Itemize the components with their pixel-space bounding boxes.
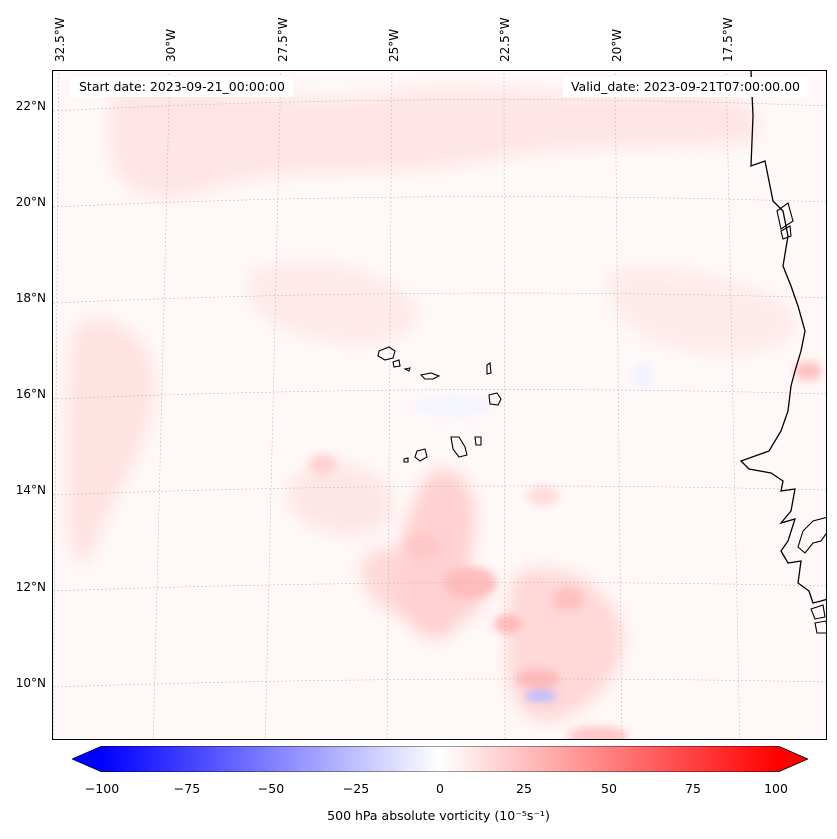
positive-vorticity-band	[248, 262, 418, 344]
lat-label-16n: 16°N	[15, 387, 46, 401]
colorbar-label: 500 hPa absolute vorticity (10⁻⁵s⁻¹)	[327, 808, 550, 823]
island-sao-nicolau	[419, 372, 441, 380]
lon-label-17.5w: 17.5°W	[721, 17, 735, 62]
positive-vorticity-band	[66, 319, 155, 563]
lat-label-14n: 14°N	[15, 483, 46, 497]
start-date-label: Start date: 2023-09-21_00:00:00	[71, 77, 293, 97]
african-coastline	[797, 516, 826, 554]
vorticity-map	[53, 71, 826, 739]
lon-label-32.5w: 32.5°W	[53, 17, 67, 62]
positive-vorticity-band	[360, 549, 485, 625]
positive-vorticity-band	[608, 268, 797, 354]
colorbar-gradient	[102, 746, 778, 772]
lon-label-27.5w: 27.5°W	[276, 17, 290, 62]
colorbar-tick: 0	[436, 781, 444, 796]
african-coastline	[776, 202, 794, 240]
island-santo-antao	[377, 346, 396, 361]
valid-date-label: Valid_date: 2023-09-21T07:00:00.00	[562, 77, 808, 97]
lon-label-25w: 25°W	[387, 28, 401, 62]
lon-label-30w: 30°W	[164, 28, 178, 62]
lat-label-12n: 12°N	[15, 580, 46, 594]
island-santiago	[450, 436, 468, 458]
colorbar-tick: 100	[764, 781, 788, 796]
vorticity-cores	[309, 361, 822, 739]
island-fogo	[414, 448, 428, 462]
lon-label-22.5w: 22.5°W	[498, 17, 512, 62]
vorticity-shading	[66, 88, 797, 722]
colorbar-tick: −75	[173, 781, 201, 796]
colorbar-tick: −25	[342, 781, 370, 796]
colorbar-tick: −50	[257, 781, 285, 796]
colorbar-tick: 25	[516, 781, 532, 796]
lat-label-18n: 18°N	[15, 291, 46, 305]
island-maio	[474, 436, 482, 446]
graticule	[53, 71, 826, 739]
african-coastline	[810, 604, 826, 634]
island-santa-luzia	[403, 367, 411, 372]
map-panel[interactable]	[52, 70, 827, 740]
positive-vorticity-band	[288, 464, 395, 535]
island-sal	[486, 362, 492, 375]
lat-label-22n: 22°N	[15, 99, 46, 113]
colorbar-tick: −100	[84, 781, 120, 796]
lon-label-20w: 20°W	[610, 28, 624, 62]
cape-verde-islands	[377, 346, 502, 463]
african-coastline	[739, 71, 826, 604]
lat-label-10n: 10°N	[15, 676, 46, 690]
colorbar-low-extension	[72, 746, 102, 772]
island-boa-vista	[488, 392, 502, 406]
island-sao-vicente	[392, 359, 401, 368]
colorbar-high-extension	[778, 746, 808, 772]
colorbar	[72, 746, 808, 772]
colorbar-tick: 75	[685, 781, 701, 796]
island-brava	[403, 457, 409, 463]
positive-vorticity-band	[108, 88, 759, 198]
lat-label-20n: 20°N	[15, 195, 46, 209]
colorbar-tick: 50	[601, 781, 617, 796]
